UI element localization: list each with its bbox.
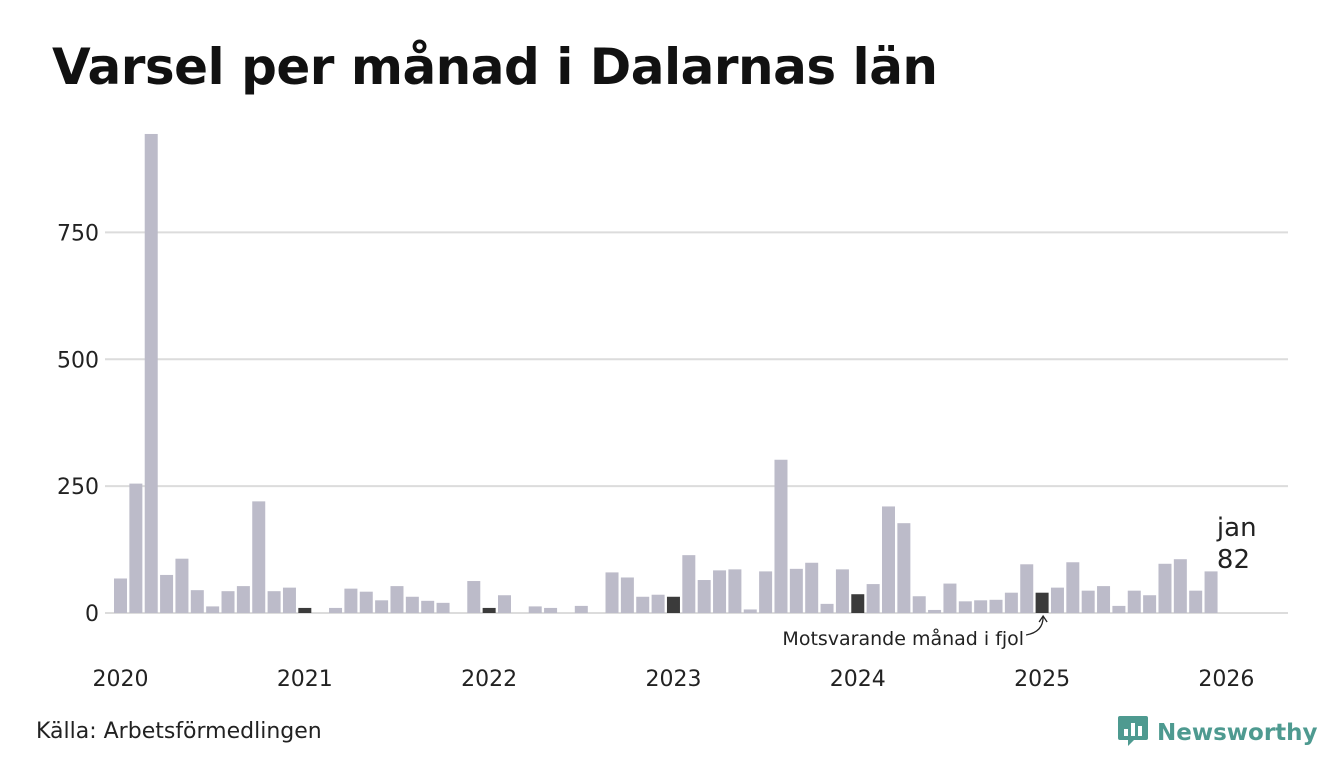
bar-2021-09 xyxy=(421,600,435,613)
bar-same-month-2023-01 xyxy=(666,596,680,613)
bar-same-month-2022-01 xyxy=(482,607,496,613)
bar-2025-08 xyxy=(1143,595,1157,613)
bar-2024-09 xyxy=(974,600,988,613)
bar-2020-07 xyxy=(206,606,220,613)
grid-lines xyxy=(105,231,1288,614)
bar-2022-02 xyxy=(498,595,511,613)
y-tick-label: 250 xyxy=(57,475,99,500)
callout-value: 82 xyxy=(1217,545,1250,575)
y-tick-label: 0 xyxy=(85,602,99,627)
bar-2024-03 xyxy=(882,506,895,613)
bar-2020-11 xyxy=(267,591,281,613)
annotation-label: Motsvarande månad i fjol xyxy=(782,627,1024,650)
x-tick-label: 2021 xyxy=(277,667,333,692)
bar-2021-06 xyxy=(375,600,389,613)
annotation-arrowhead xyxy=(1038,614,1048,623)
y-axis-tick-labels: 0 250 500 750 xyxy=(57,221,99,627)
x-tick-label: 2026 xyxy=(1198,667,1254,692)
bar-same-month-2021-01 xyxy=(298,607,312,613)
bar-2023-02 xyxy=(682,555,696,613)
bar-2020-10 xyxy=(252,501,266,613)
bar-2023-08 xyxy=(774,459,788,613)
bar-2023-05 xyxy=(728,569,742,613)
x-tick-label: 2024 xyxy=(830,667,886,692)
bar-2022-07 xyxy=(574,605,588,613)
x-tick-label: 2022 xyxy=(461,667,517,692)
bar-2022-05 xyxy=(544,607,558,613)
bar-2023-09 xyxy=(789,568,803,613)
bars xyxy=(114,133,1218,613)
bar-2020-06 xyxy=(190,590,204,613)
bar-2024-11 xyxy=(1004,592,1018,613)
bar-2022-11 xyxy=(636,596,650,613)
x-tick-label: 2023 xyxy=(645,667,701,692)
bar-2021-08 xyxy=(405,596,419,613)
bar-chart-speech-bubble-icon xyxy=(1117,714,1149,752)
bar-2025-03 xyxy=(1066,562,1080,613)
bar-2023-06 xyxy=(743,609,757,613)
chart-title: Varsel per månad i Dalarnas län xyxy=(52,38,938,96)
bar-2023-07 xyxy=(759,571,773,613)
bar-2025-04 xyxy=(1081,590,1095,613)
bar-2021-04 xyxy=(344,588,358,613)
brand-logo[interactable]: Newsworthy xyxy=(1117,714,1318,752)
bar-2023-10 xyxy=(805,562,819,613)
bar-2022-12 xyxy=(651,594,665,613)
bar-2025-05 xyxy=(1097,586,1111,613)
bar-2025-02 xyxy=(1050,587,1064,613)
bar-2023-12 xyxy=(835,569,849,613)
bar-2021-12 xyxy=(467,581,481,613)
bar-2020-05 xyxy=(175,558,189,613)
bar-2023-11 xyxy=(820,603,834,613)
bar-2025-07 xyxy=(1127,590,1141,613)
annotation-arrow xyxy=(1025,616,1044,636)
bar-2023-03 xyxy=(697,580,711,613)
bar-2021-05 xyxy=(359,591,373,613)
bar-2025-11 xyxy=(1189,590,1203,613)
bar-2020-04 xyxy=(160,574,174,613)
bar-2022-10 xyxy=(620,577,634,613)
callout-month: jan xyxy=(1216,513,1257,543)
bar-2025-12 xyxy=(1204,571,1218,613)
bar-2020-01 xyxy=(114,578,127,613)
bar-2021-10 xyxy=(436,602,450,613)
bar-2024-02 xyxy=(866,584,880,613)
bar-2024-04 xyxy=(897,523,911,613)
source-note: Källa: Arbetsförmedlingen xyxy=(36,719,322,744)
bar-2025-09 xyxy=(1158,563,1172,613)
bar-2024-10 xyxy=(989,599,1003,613)
y-tick-label: 750 xyxy=(57,221,99,246)
bar-2021-07 xyxy=(390,586,404,613)
brand-name: Newsworthy xyxy=(1157,720,1318,746)
bar-2022-09 xyxy=(605,572,619,613)
bar-2020-09 xyxy=(236,586,250,613)
bar-2024-05 xyxy=(912,596,926,613)
bar-2025-06 xyxy=(1112,605,1126,613)
bar-2020-03 xyxy=(144,133,158,613)
bar-2021-03 xyxy=(329,607,343,613)
bar-2020-08 xyxy=(221,591,235,613)
x-axis-tick-labels: 2020 2021 2022 2023 2024 2025 2026 xyxy=(93,667,1255,692)
bar-2024-06 xyxy=(928,609,942,613)
bar-2024-07 xyxy=(943,583,957,613)
bar-2020-02 xyxy=(129,483,143,613)
y-tick-label: 500 xyxy=(57,348,99,373)
bar-2024-12 xyxy=(1020,564,1034,613)
bar-2022-04 xyxy=(528,606,542,613)
bar-same-month-2025-01 xyxy=(1035,592,1049,613)
bar-2020-12 xyxy=(282,587,296,613)
x-tick-label: 2020 xyxy=(93,667,149,692)
bar-2023-04 xyxy=(713,570,727,613)
bar-2025-10 xyxy=(1173,559,1187,613)
bar-same-month-2024-01 xyxy=(851,594,865,613)
bar-2024-08 xyxy=(958,601,972,613)
x-tick-label: 2025 xyxy=(1014,667,1070,692)
